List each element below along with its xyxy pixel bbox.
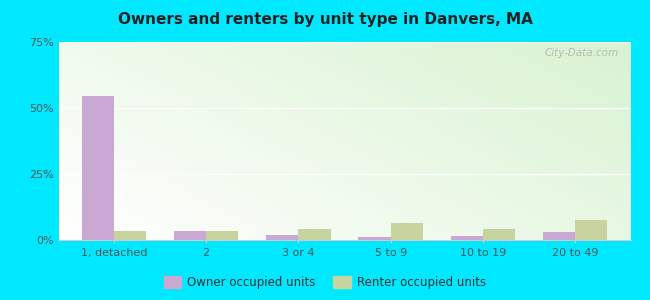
Bar <box>266 235 298 240</box>
Bar <box>358 237 391 240</box>
Bar <box>450 236 483 240</box>
Bar <box>575 220 608 240</box>
Bar <box>543 232 575 240</box>
Bar <box>298 230 331 240</box>
Legend: Owner occupied units, Renter occupied units: Owner occupied units, Renter occupied un… <box>159 272 491 294</box>
Bar <box>81 96 114 240</box>
Text: City-Data.com: City-Data.com <box>545 48 619 58</box>
Bar <box>391 223 423 240</box>
Bar <box>206 231 239 240</box>
Bar <box>483 230 515 240</box>
Bar <box>114 231 146 240</box>
Text: Owners and renters by unit type in Danvers, MA: Owners and renters by unit type in Danve… <box>118 12 532 27</box>
Bar <box>174 231 206 240</box>
